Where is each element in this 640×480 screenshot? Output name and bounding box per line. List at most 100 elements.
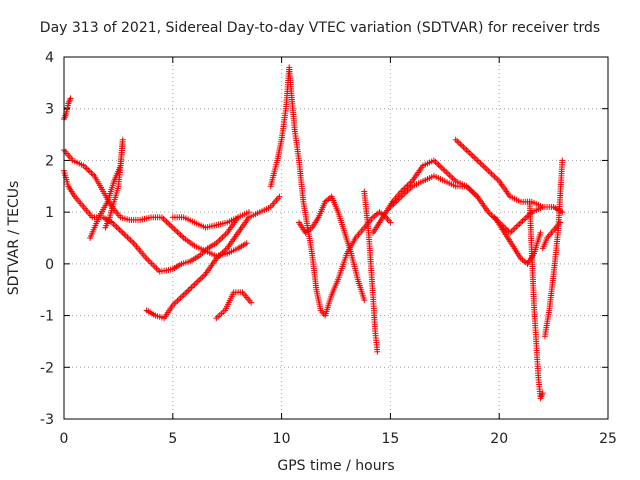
data-point: [188, 284, 195, 291]
data-point: [466, 150, 473, 157]
data-point: [179, 293, 186, 300]
data-point: [119, 229, 126, 236]
y-tick-label: 3: [45, 102, 54, 118]
data-point: [185, 287, 192, 294]
data-point: [471, 190, 478, 197]
data-point: [494, 176, 501, 183]
data-point: [486, 210, 493, 217]
data-point: [539, 203, 546, 210]
data-point: [169, 224, 176, 231]
data-point: [197, 275, 204, 282]
data-point: [115, 225, 122, 232]
x-tick-label: 15: [381, 431, 399, 447]
data-point: [163, 218, 170, 225]
data-point: [200, 272, 207, 279]
data-point: [245, 209, 252, 216]
data-point: [514, 222, 521, 229]
data-point: [395, 196, 402, 203]
data-points: [61, 64, 566, 402]
data-point: [486, 169, 493, 176]
data-point: [180, 291, 187, 298]
data-point: [276, 193, 283, 200]
data-point: [166, 221, 173, 228]
data-point: [216, 237, 223, 244]
data-point: [118, 228, 125, 235]
y-axis-label: SDTVAR / TECUs: [6, 181, 22, 296]
x-tick-label: 20: [490, 431, 508, 447]
data-point: [177, 232, 184, 239]
data-point: [438, 164, 445, 171]
data-point: [172, 299, 179, 306]
data-point: [176, 296, 183, 303]
plot-frame: [63, 56, 609, 420]
data-point: [171, 300, 178, 307]
grid-lines: [64, 57, 608, 419]
data-point: [466, 186, 473, 193]
data-point: [121, 231, 128, 238]
axis-ticks: [63, 56, 609, 420]
data-point: [168, 223, 175, 230]
data-point: [474, 157, 481, 164]
data-point: [472, 192, 479, 199]
data-point: [113, 223, 120, 230]
data-point: [432, 158, 439, 165]
data-point: [248, 299, 255, 306]
data-point: [517, 219, 524, 226]
y-tick-label: 2: [45, 153, 54, 169]
data-point: [449, 175, 456, 182]
data-point: [463, 147, 470, 154]
data-point: [471, 154, 478, 161]
data-point: [219, 234, 226, 241]
data-point: [435, 161, 442, 168]
data-point: [522, 215, 529, 222]
data-point: [559, 209, 566, 216]
y-tick-label: -1: [40, 309, 54, 325]
data-point: [557, 219, 564, 226]
data-point: [489, 172, 496, 179]
data-point: [488, 170, 495, 177]
data-point: [508, 228, 515, 235]
data-point: [177, 294, 184, 301]
data-point: [172, 227, 179, 234]
y-tick-label: 0: [45, 257, 54, 273]
data-point: [537, 229, 544, 236]
data-point: [513, 223, 520, 230]
data-point: [441, 167, 448, 174]
data-point: [443, 169, 450, 176]
data-point: [193, 280, 200, 287]
y-tick-label: 1: [45, 205, 54, 221]
data-point: [458, 142, 465, 149]
chart-title: Day 313 of 2021, Sidereal Day-to-day VTE…: [40, 20, 600, 36]
data-point: [124, 234, 131, 241]
data-point: [477, 160, 484, 167]
data-point: [182, 290, 189, 297]
data-point: [196, 277, 203, 284]
data-point: [452, 136, 459, 143]
data-point: [482, 164, 489, 171]
data-point: [174, 229, 181, 236]
data-point: [162, 217, 169, 224]
x-tick-label: 25: [599, 431, 617, 447]
data-point: [454, 138, 461, 145]
data-point: [174, 297, 181, 304]
data-point: [235, 214, 242, 221]
data-point: [465, 148, 472, 155]
data-point: [455, 139, 462, 146]
data-point: [176, 230, 183, 237]
data-point: [444, 170, 451, 177]
data-point: [88, 169, 95, 176]
data-point: [86, 168, 93, 175]
y-tick-label: 4: [45, 50, 54, 66]
data-point: [179, 233, 186, 240]
data-point: [387, 219, 394, 226]
data-point: [85, 167, 92, 174]
data-point: [437, 163, 444, 170]
data-point: [559, 157, 566, 164]
data-point: [440, 166, 447, 173]
data-point: [199, 274, 206, 281]
data-point: [171, 226, 178, 233]
data-point: [491, 173, 498, 180]
data-point: [165, 220, 172, 227]
data-point: [485, 167, 492, 174]
